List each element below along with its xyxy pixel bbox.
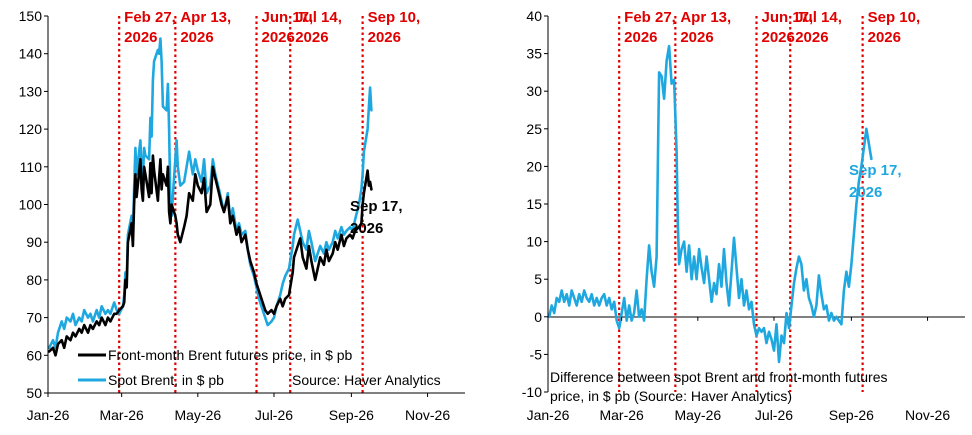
legend-spot-label: Spot Brent, in $ pb	[108, 372, 224, 388]
right-caption-part1: Difference between spot Brent and front-…	[550, 369, 888, 385]
x-tick-label-5: Nov-26	[905, 407, 950, 423]
event-label-0-line2: 2026	[624, 29, 657, 46]
right-annotation-line2: 2026	[849, 184, 882, 201]
x-tick-label-0: Jan-26	[527, 407, 570, 423]
y-tick-label-3: 80	[26, 272, 42, 288]
event-label-2-line1: Jun 17,	[762, 9, 814, 26]
y-tick-label-5: 15	[526, 196, 542, 212]
series-line-futures	[47, 154, 373, 357]
y-tick-label-6: 110	[20, 159, 43, 175]
left-y-ticks: 50 60 70 80 90 100 110 120 130 140 150	[19, 8, 48, 401]
right-event-lines	[618, 16, 864, 392]
y-tick-label-4: 10	[526, 234, 542, 250]
left-x-ticks: Jan-26 Mar-26 May-26 Jul-26 Sep-26 Nov-26	[27, 393, 450, 423]
event-label-1-line1: Apr 13,	[680, 9, 731, 26]
event-label-2-line2: 2026	[262, 29, 295, 46]
y-tick-label-8: 30	[526, 83, 542, 99]
event-label-3-line2: 2026	[795, 29, 828, 46]
event-label-0-line1: Feb 27,	[124, 9, 176, 26]
left-annotation-line1: Sep 17,	[350, 198, 403, 215]
y-tick-label-2: 0	[534, 309, 542, 325]
event-label-1-line1: Apr 13,	[180, 9, 231, 26]
event-label-2-line2: 2026	[762, 29, 795, 46]
event-label-1-line2: 2026	[180, 29, 213, 46]
y-tick-label-10: 150	[19, 8, 43, 24]
right-caption-line1: Difference between spot Brent and front-…	[550, 369, 888, 385]
left-chart-panel: 50 60 70 80 90 100 110 120 130 140 150 Jan-26 Mar-2…	[19, 8, 465, 423]
series-line-difference	[547, 44, 873, 364]
source-label: Source: Haver Analytics	[292, 372, 441, 388]
event-label-1-line2: 2026	[680, 29, 713, 46]
y-tick-label-0: -10	[522, 384, 542, 400]
right-chart-panel: -10 -5 0 5 10 15 20 25 30 35 40 Jan-26 Mar-26 May-26…	[522, 8, 965, 423]
x-tick-label-5: Nov-26	[405, 407, 450, 423]
x-tick-label-3: Jul-26	[755, 407, 793, 423]
y-tick-label-6: 20	[526, 158, 542, 174]
series-line-spot	[47, 37, 373, 350]
y-tick-label-1: 60	[26, 347, 42, 363]
y-tick-label-2: 70	[26, 310, 42, 326]
y-tick-label-9: 35	[526, 46, 542, 62]
y-tick-label-3: 5	[534, 271, 542, 287]
y-tick-label-4: 90	[26, 234, 42, 250]
event-label-4-line2: 2026	[868, 29, 901, 46]
x-tick-label-4: Sep-26	[329, 407, 374, 423]
left-annotation-line2: 2026	[350, 220, 383, 237]
event-label-0-line1: Feb 27,	[624, 9, 676, 26]
right-caption-part2: price, in $ pb (Source: Haver Analytics)	[550, 388, 792, 404]
event-label-3-line1: Jul 14,	[795, 9, 842, 26]
x-tick-label-0: Jan-26	[27, 407, 70, 423]
y-tick-label-7: 25	[526, 121, 542, 137]
right-series-lines	[547, 44, 873, 364]
x-tick-label-3: Jul-26	[255, 407, 293, 423]
x-tick-label-1: Mar-26	[99, 407, 144, 423]
x-tick-label-2: May-26	[674, 407, 721, 423]
legend-futures-label: Front-month Brent futures price, in $ pb	[108, 347, 353, 363]
event-label-4-line1: Sep 10,	[868, 9, 921, 26]
y-tick-label-8: 130	[19, 83, 43, 99]
y-tick-label-10: 40	[526, 8, 542, 24]
y-tick-label-1: -5	[530, 346, 543, 362]
right-caption-line2: price, in $ pb (Source: Haver Analytics)	[550, 388, 792, 404]
event-label-3-line2: 2026	[295, 29, 328, 46]
left-series-lines	[47, 37, 373, 357]
y-tick-label-0: 50	[26, 385, 42, 401]
event-label-4-line2: 2026	[368, 29, 401, 46]
left-event-lines	[118, 16, 364, 393]
y-tick-label-5: 100	[19, 197, 43, 213]
x-tick-label-4: Sep-26	[829, 407, 874, 423]
y-tick-label-9: 140	[19, 46, 43, 62]
event-label-4-line1: Sep 10,	[368, 9, 421, 26]
right-annotation-line1: Sep 17,	[849, 162, 902, 179]
event-label-3-line1: Jul 14,	[295, 9, 342, 26]
right-x-ticks: Jan-26 Mar-26 May-26 Jul-26 Sep-26 Nov-26	[527, 316, 950, 423]
x-tick-label-2: May-26	[174, 407, 221, 423]
y-tick-label-7: 120	[19, 121, 43, 137]
right-y-ticks: -10 -5 0 5 10 15 20 25 30 35 40	[522, 8, 548, 400]
event-label-0-line2: 2026	[124, 29, 157, 46]
x-tick-label-1: Mar-26	[599, 407, 644, 423]
event-label-2-line1: Jun 17,	[262, 9, 314, 26]
